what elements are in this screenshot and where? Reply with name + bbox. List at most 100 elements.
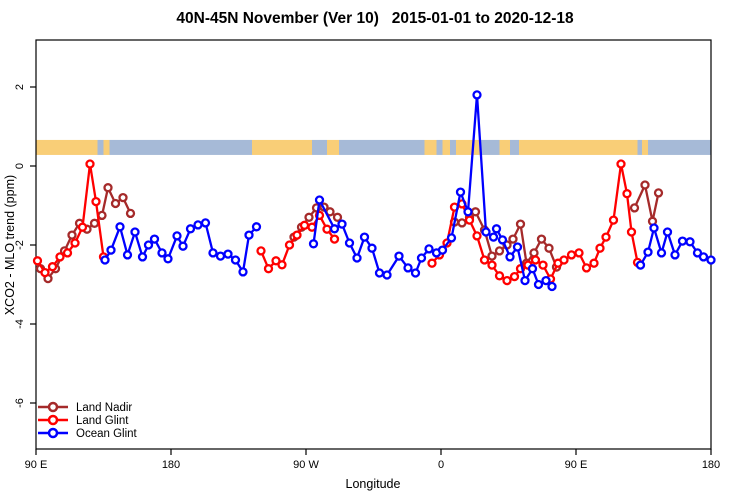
map-band-segment-land [642,139,648,155]
data-point-land-glint [292,230,302,240]
data-point-ocean-glint [403,263,413,273]
data-point-land-glint [85,159,95,169]
y-axis-label: XCO2 - MLO trend (ppm) [3,175,17,315]
map-band-segment-land [499,139,510,155]
map-band-segment-land [424,139,437,155]
map-band-segment-land [103,139,110,155]
data-point-ocean-glint [643,247,653,257]
y-tick-label: 2 [14,84,26,90]
data-point-land-glint [538,260,548,270]
data-point-land-glint [574,248,584,258]
data-point-ocean-glint [122,250,133,260]
data-point-land-nadir [536,234,547,244]
data-point-land-glint [47,262,58,272]
data-point-land-glint [70,238,80,248]
data-point-land-nadir [110,198,121,209]
data-point-land-glint [616,159,626,169]
plot-render-root: 90 E 180 90 W 0 90 E 180 2 0 -2 -4 -6 Land NadirLan… [14,39,720,471]
legend-label: Ocean Glint [76,428,138,440]
data-point-ocean-glint [656,248,667,258]
data-point-land-glint [487,260,497,270]
data-point-land-nadir [67,230,77,240]
data-point-ocean-glint [329,224,340,234]
data-point-land-nadir [529,248,539,258]
data-point-ocean-glint [215,251,226,261]
data-point-ocean-glint [698,252,709,262]
map-band-segment-ocean [637,139,642,155]
data-point-land-glint [427,258,437,268]
data-point-ocean-glint [424,244,434,254]
data-point-land-glint [91,196,101,207]
data-point-land-glint [608,215,619,225]
data-point-ocean-glint [677,236,688,246]
data-point-land-glint [622,189,632,199]
data-point-ocean-glint [512,242,523,252]
legend-label: Land Nadir [76,402,132,414]
data-point-land-nadir [640,180,650,190]
data-point-land-glint [263,264,274,274]
data-point-land-glint [277,260,287,270]
data-point-ocean-glint [505,252,515,262]
data-point-ocean-glint [157,248,167,258]
data-point-land-glint [626,227,637,237]
data-point-land-nadir [515,219,526,229]
data-point-ocean-glint [223,249,233,259]
map-band-segment-ocean [510,139,519,155]
x-tick-label: 90 E [25,459,48,471]
data-point-land-glint [595,243,605,253]
data-point-ocean-glint [635,260,646,270]
data-point-ocean-glint [446,233,457,243]
data-point-ocean-glint [130,227,140,237]
data-point-ocean-glint [455,187,466,197]
map-band-segment-ocean [480,139,500,155]
map-band-segment-ocean [648,139,711,155]
map-band-segment-ocean [312,139,327,155]
map-band-segment-land [36,139,98,155]
data-point-ocean-glint [706,255,716,265]
data-point-land-glint [566,250,577,260]
data-point-ocean-glint [230,255,241,265]
map-band-segment-ocean [450,139,456,155]
map-band-segment-ocean [436,139,443,155]
data-point-ocean-glint [137,252,148,262]
y-tick-label: 0 [14,163,26,169]
map-band-segment-ocean [97,139,104,155]
data-point-ocean-glint [649,223,659,233]
data-point-land-glint [322,224,332,234]
map-band-segment-land [456,139,480,155]
data-point-land-glint [32,256,43,266]
data-point-land-glint [589,258,599,268]
data-point-ocean-glint [463,207,473,217]
data-point-land-nadir [118,192,128,203]
data-point-ocean-glint [251,222,262,232]
data-point-ocean-glint [692,248,703,258]
data-point-ocean-glint [481,227,491,237]
data-point-ocean-glint [100,255,110,265]
data-point-ocean-glint [472,90,482,100]
data-point-ocean-glint [685,237,695,247]
data-point-land-glint [62,248,73,258]
data-point-land-nadir [332,212,343,222]
data-point-land-nadir [494,246,505,256]
data-point-ocean-glint [106,245,116,255]
data-point-ocean-glint [149,234,160,244]
data-point-land-nadir [544,243,554,253]
map-band-segment-land [519,139,638,155]
data-point-ocean-glint [244,230,254,240]
series-line-ocean-glint [312,93,554,288]
data-point-land-glint [77,222,88,232]
data-point-ocean-glint [367,243,377,253]
y-tick-label: -6 [14,398,26,408]
x-axis-label: Longitude [346,477,401,491]
data-point-ocean-glint [352,253,362,263]
y-tick-label: -4 [14,319,26,329]
map-band-segment-land [327,139,339,155]
legend-marker [47,427,59,439]
y-tick-label: -2 [14,240,26,250]
data-point-ocean-glint [394,251,404,261]
data-point-ocean-glint [143,240,154,250]
data-point-land-nadir [103,183,113,193]
data-point-land-nadir [457,218,467,228]
x-tick-label: 90 E [565,459,588,471]
data-point-ocean-glint [497,235,508,245]
